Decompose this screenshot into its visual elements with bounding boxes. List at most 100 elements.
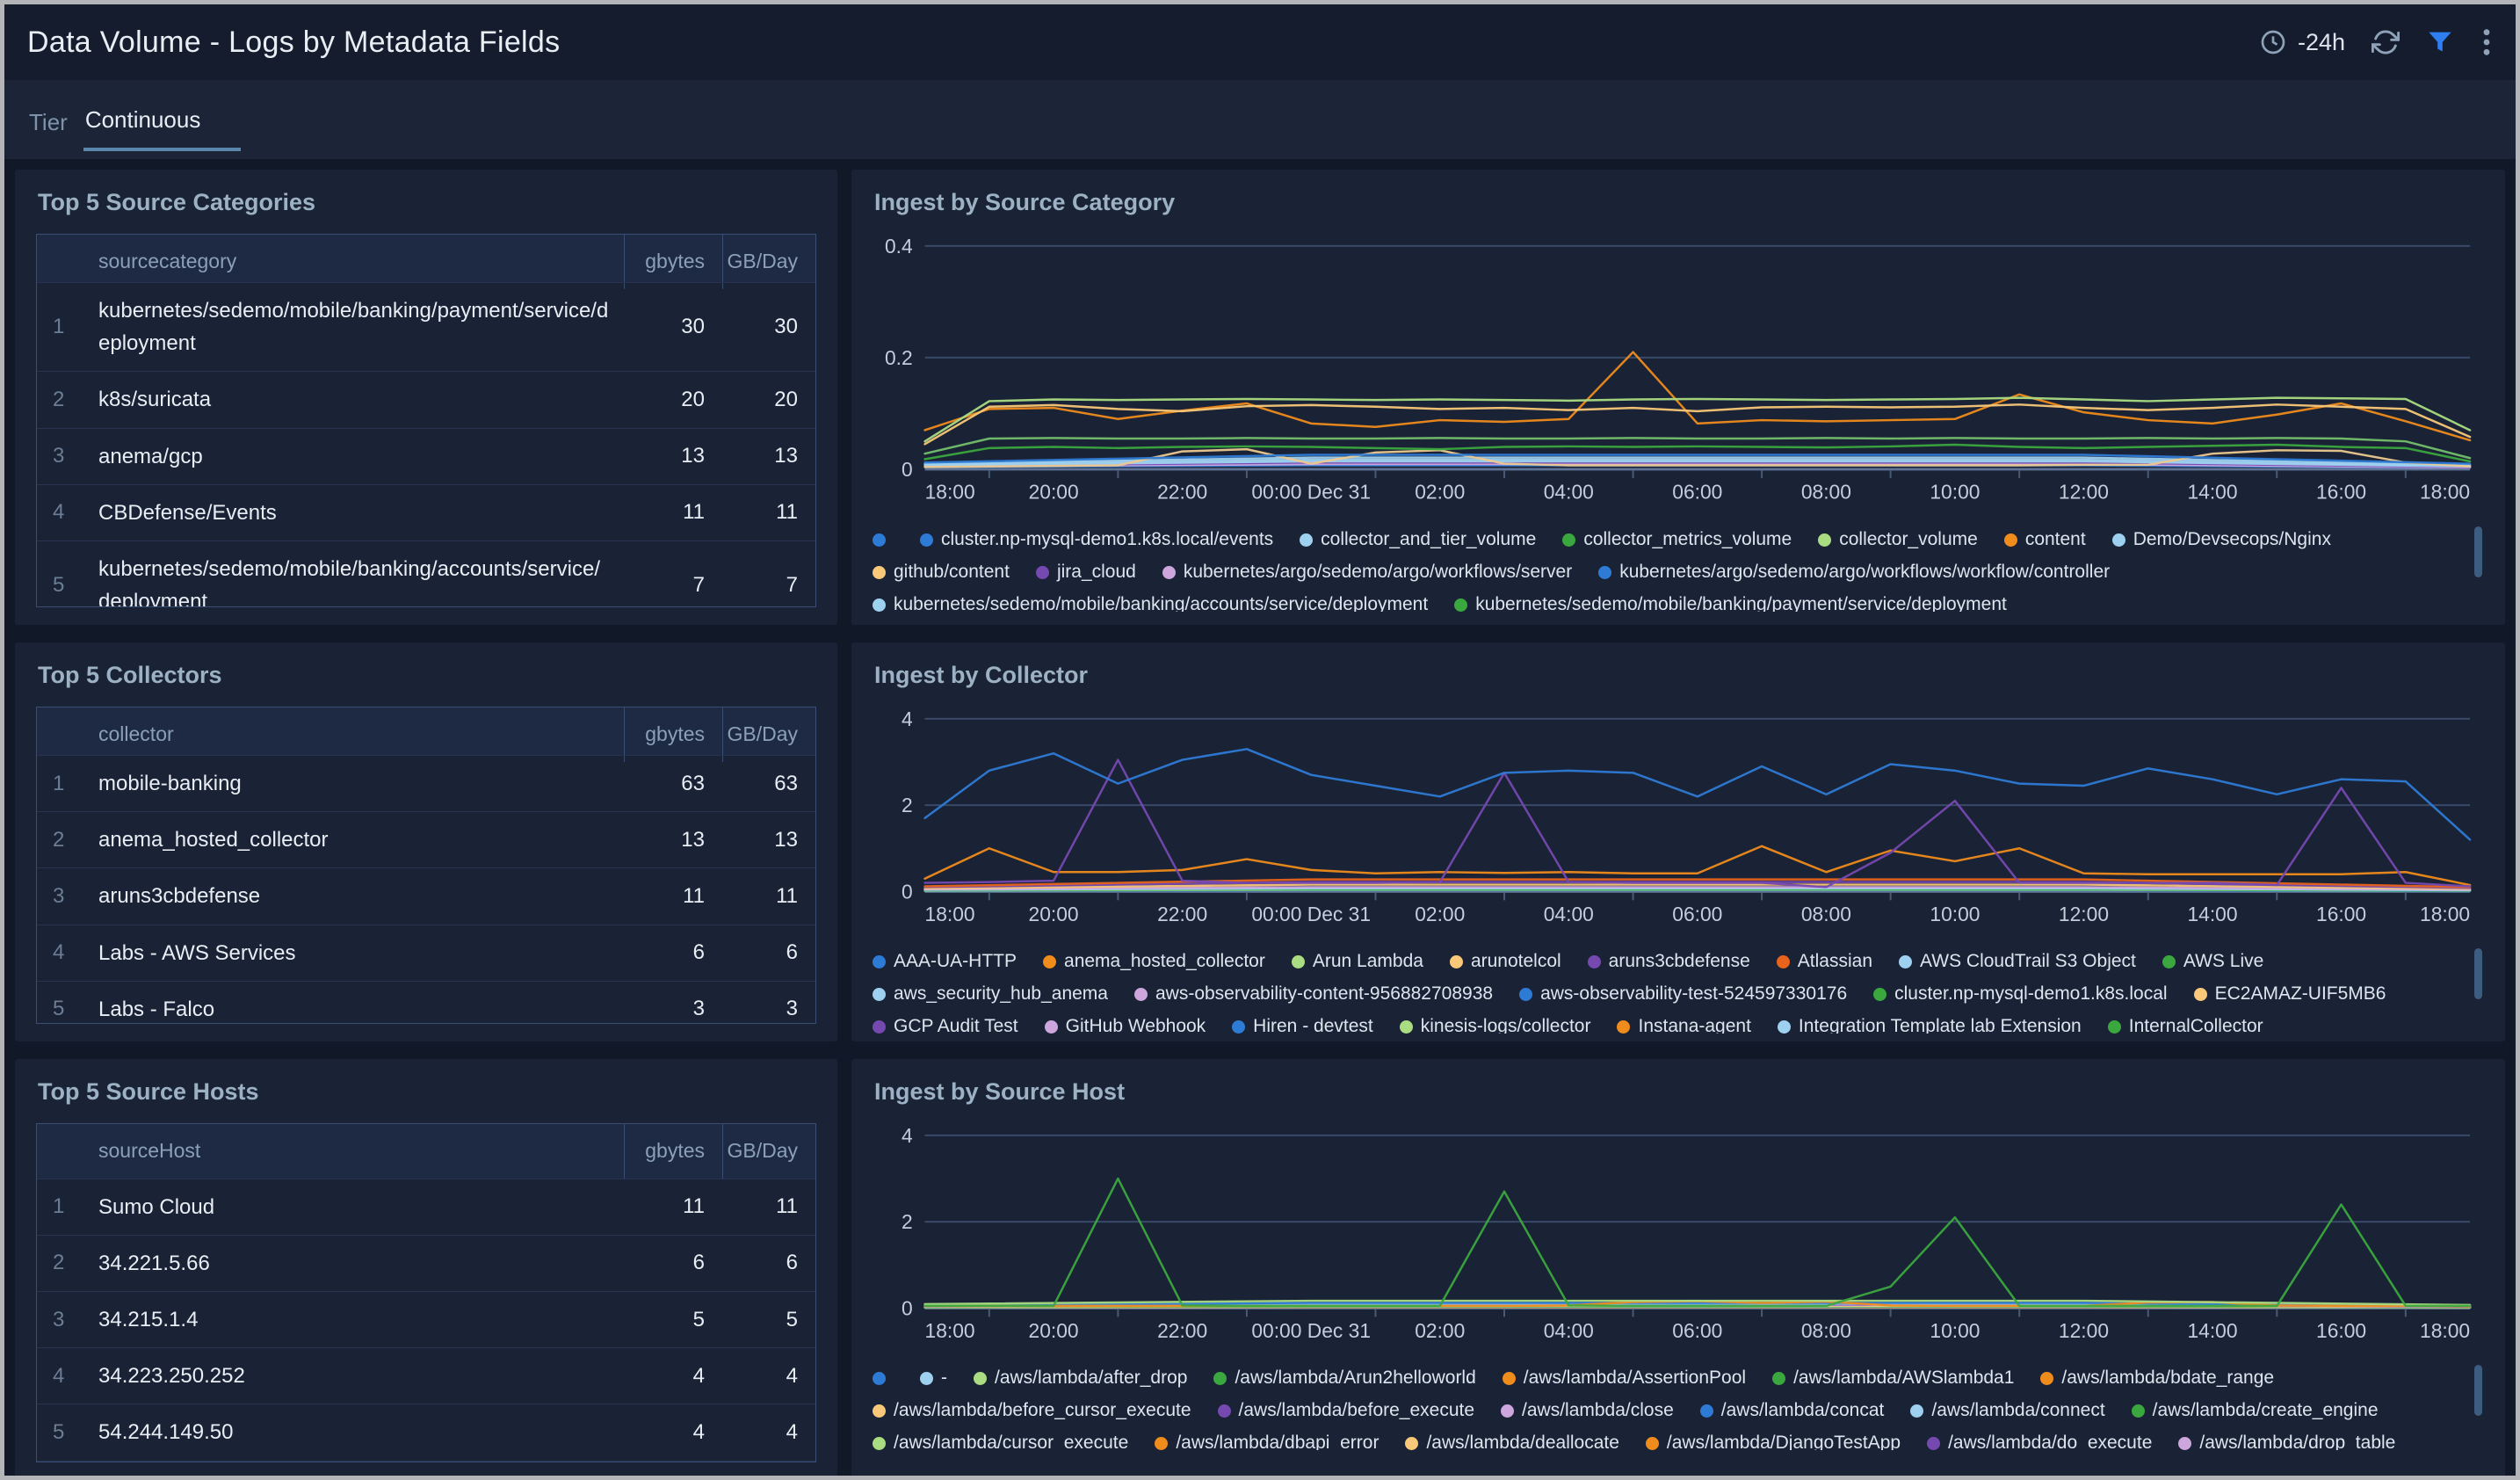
- legend-item[interactable]: anema_hosted_collector: [1043, 951, 1265, 972]
- row-gbytes: 13: [681, 827, 705, 852]
- legend-item[interactable]: /aws/lambda/deallocate: [1405, 1433, 1619, 1450]
- legend-item[interactable]: collector_volume: [1818, 529, 1978, 550]
- legend-item[interactable]: InternalCollector: [2107, 1016, 2263, 1034]
- legend-scrollbar[interactable]: [2474, 1364, 2482, 1416]
- legend-item[interactable]: kinesis-logs/collector: [1399, 1016, 1590, 1034]
- gbytes-column-header[interactable]: gbytes: [624, 1124, 722, 1179]
- svg-text:18:00: 18:00: [2420, 903, 2470, 925]
- legend-item[interactable]: /aws/lambda/DjangoTestApp: [1645, 1433, 1901, 1450]
- legend-item[interactable]: [873, 533, 894, 547]
- legend-item[interactable]: GCP Audit Test: [873, 1016, 1018, 1034]
- key-column-header[interactable]: collector: [98, 722, 174, 745]
- legend-item[interactable]: cluster.np-mysql-demo1.k8s.local: [1873, 983, 2168, 1005]
- table-row[interactable]: 1 mobile-banking 63 63: [37, 755, 815, 811]
- legend-item[interactable]: aruns3cbdefense: [1587, 951, 1750, 972]
- legend-item[interactable]: /aws/lambda/dbapi_error: [1155, 1433, 1379, 1450]
- legend-item[interactable]: /aws/lambda/concat: [1699, 1400, 1884, 1421]
- legend-dot-icon: [873, 1404, 886, 1418]
- legend-item[interactable]: collector_metrics_volume: [1562, 529, 1792, 550]
- legend-item[interactable]: /aws/lambda/drop_table: [2178, 1433, 2395, 1450]
- table-row[interactable]: 5 54.244.149.50 4 4: [37, 1404, 815, 1460]
- legend-item[interactable]: /aws/lambda/close: [1501, 1400, 1674, 1421]
- legend-item[interactable]: arunotelcol: [1449, 951, 1561, 972]
- legend-item[interactable]: kubernetes/sedemo/mobile/banking/payment…: [1454, 594, 2007, 612]
- table-row[interactable]: 5 Labs - Falco 3 3: [37, 980, 815, 1023]
- legend-item[interactable]: /aws/lambda/Arun2helloworld: [1213, 1368, 1476, 1389]
- legend-item[interactable]: aws-observability-content-956882708938: [1133, 983, 1494, 1005]
- legend-item[interactable]: Integration Template lab Extension: [1777, 1016, 2082, 1034]
- table-row[interactable]: 5 kubernetes/sedemo/mobile/banking/accoun…: [37, 540, 815, 606]
- gbytes-column-header[interactable]: gbytes: [624, 235, 722, 289]
- svg-text:2: 2: [902, 794, 913, 816]
- legend-item[interactable]: /aws/lambda/after_drop: [974, 1368, 1187, 1389]
- table-row[interactable]: 2 anema_hosted_collector 13 13: [37, 811, 815, 867]
- kebab-menu-icon[interactable]: [2480, 27, 2493, 57]
- table-row[interactable]: 3 anema/gcp 13 13: [37, 427, 815, 484]
- legend-label: aws-observability-content-956882708938: [1155, 983, 1494, 1005]
- legend-label: collector_and_tier_volume: [1321, 529, 1537, 550]
- legend-item[interactable]: AWS CloudTrail S3 Object: [1899, 951, 2136, 972]
- legend-item[interactable]: /aws/lambda/connect: [1910, 1400, 2105, 1421]
- legend-item[interactable]: cluster.np-mysql-demo1.k8s.local/events: [920, 529, 1273, 550]
- legend-item[interactable]: /aws/lambda/create_engine: [2131, 1400, 2379, 1421]
- table-empty-area: [37, 1460, 815, 1462]
- key-column-header[interactable]: sourceHost: [98, 1139, 201, 1162]
- gbytes-column-header[interactable]: gbytes: [624, 707, 722, 762]
- legend-item[interactable]: Hiren - devtest: [1232, 1016, 1373, 1034]
- tab-continuous[interactable]: Continuous: [83, 94, 242, 151]
- legend-item[interactable]: /aws/lambda/bdate_range: [2040, 1368, 2274, 1389]
- table-row[interactable]: 4 Labs - AWS Services 6 6: [37, 924, 815, 981]
- table-row[interactable]: 4 34.223.250.252 4 4: [37, 1347, 815, 1404]
- table-row[interactable]: 2 34.221.5.66 6 6: [37, 1234, 815, 1291]
- legend-item[interactable]: EC2AMAZ-UIF5MB6: [2193, 983, 2386, 1005]
- gbday-column-header[interactable]: GB/Day: [722, 1124, 815, 1179]
- legend-item[interactable]: collector_and_tier_volume: [1300, 529, 1536, 550]
- legend-item[interactable]: kubernetes/argo/sedemo/argo/workflows/wo…: [1598, 562, 2110, 583]
- legend-item[interactable]: github/content: [873, 562, 1010, 583]
- table-row[interactable]: 3 aruns3cbdefense 11 11: [37, 867, 815, 924]
- filter-icon[interactable]: [2426, 28, 2454, 56]
- legend-item[interactable]: kubernetes/sedemo/mobile/banking/account…: [873, 594, 1428, 612]
- legend-item[interactable]: Arun Lambda: [1291, 951, 1423, 972]
- legend-item[interactable]: /aws/lambda/AWSlambda1: [1772, 1368, 2014, 1389]
- legend-item[interactable]: AWS Live: [2162, 951, 2263, 972]
- legend-item[interactable]: -: [920, 1368, 947, 1389]
- legend-item[interactable]: [873, 1371, 894, 1385]
- row-key: anema/gcp: [98, 444, 203, 468]
- chart-plot[interactable]: 4 2 0 18:00 20:00 22:00 00:00 Dec 31 02:00 04:00…: [873, 707, 2484, 939]
- legend-item[interactable]: kubernetes/argo/sedemo/argo/workflows/se…: [1162, 562, 1572, 583]
- legend-item[interactable]: Demo/Devsecops/Nginx: [2111, 529, 2331, 550]
- time-range-picker[interactable]: -24h: [2259, 28, 2345, 56]
- chart-plot[interactable]: 4 2 0 18:00 20:00 22:00 00:00 Dec 31 02:00 04:00…: [873, 1123, 2484, 1355]
- svg-text:02:00: 02:00: [1415, 481, 1465, 504]
- row-rank: 5: [53, 1419, 65, 1444]
- legend-item[interactable]: aws-observability-test-524597330176: [1519, 983, 1847, 1005]
- svg-text:18:00: 18:00: [2420, 1319, 2470, 1342]
- legend-item[interactable]: Atlassian: [1776, 951, 1872, 972]
- legend-item[interactable]: AAA-UA-HTTP: [873, 951, 1017, 972]
- legend-item[interactable]: /aws/lambda/before_cursor_execute: [873, 1400, 1191, 1421]
- legend-item[interactable]: content: [2003, 529, 2086, 550]
- gbday-column-header[interactable]: GB/Day: [722, 235, 815, 289]
- legend-item[interactable]: /aws/lambda/AssertionPool: [1502, 1368, 1746, 1389]
- table-header-row: sourcecategory gbytes GB/Day: [37, 235, 815, 289]
- gbday-column-header[interactable]: GB/Day: [722, 707, 815, 762]
- legend-item[interactable]: /aws/lambda/cursor_execute: [873, 1433, 1128, 1450]
- table-row[interactable]: 4 CBDefense/Events 11 11: [37, 483, 815, 540]
- refresh-icon[interactable]: [2372, 28, 2400, 56]
- legend-item[interactable]: /aws/lambda/do_execute: [1927, 1433, 2152, 1450]
- legend-label: jira_cloud: [1056, 562, 1136, 583]
- legend-item[interactable]: GitHub Webhook: [1044, 1016, 1206, 1034]
- legend-item[interactable]: aws_security_hub_anema: [873, 983, 1108, 1005]
- table-row[interactable]: 3 34.215.1.4 5 5: [37, 1291, 815, 1347]
- legend-scrollbar[interactable]: [2474, 947, 2482, 999]
- chart-plot[interactable]: 0.4 0.2 0 18:00 20:00 22:00 00:00 Dec 31 02:00 0…: [873, 234, 2484, 517]
- legend-item[interactable]: jira_cloud: [1035, 562, 1136, 583]
- key-column-header[interactable]: sourcecategory: [98, 250, 237, 272]
- table-row[interactable]: 1 kubernetes/sedemo/mobile/banking/paymen…: [37, 282, 815, 371]
- table-row[interactable]: 2 k8s/suricata 20 20: [37, 371, 815, 427]
- legend-item[interactable]: /aws/lambda/before_execute: [1217, 1400, 1474, 1421]
- legend-scrollbar[interactable]: [2474, 526, 2482, 577]
- legend-item[interactable]: Instana-agent: [1617, 1016, 1751, 1034]
- table-row[interactable]: 1 Sumo Cloud 11 11: [37, 1178, 815, 1235]
